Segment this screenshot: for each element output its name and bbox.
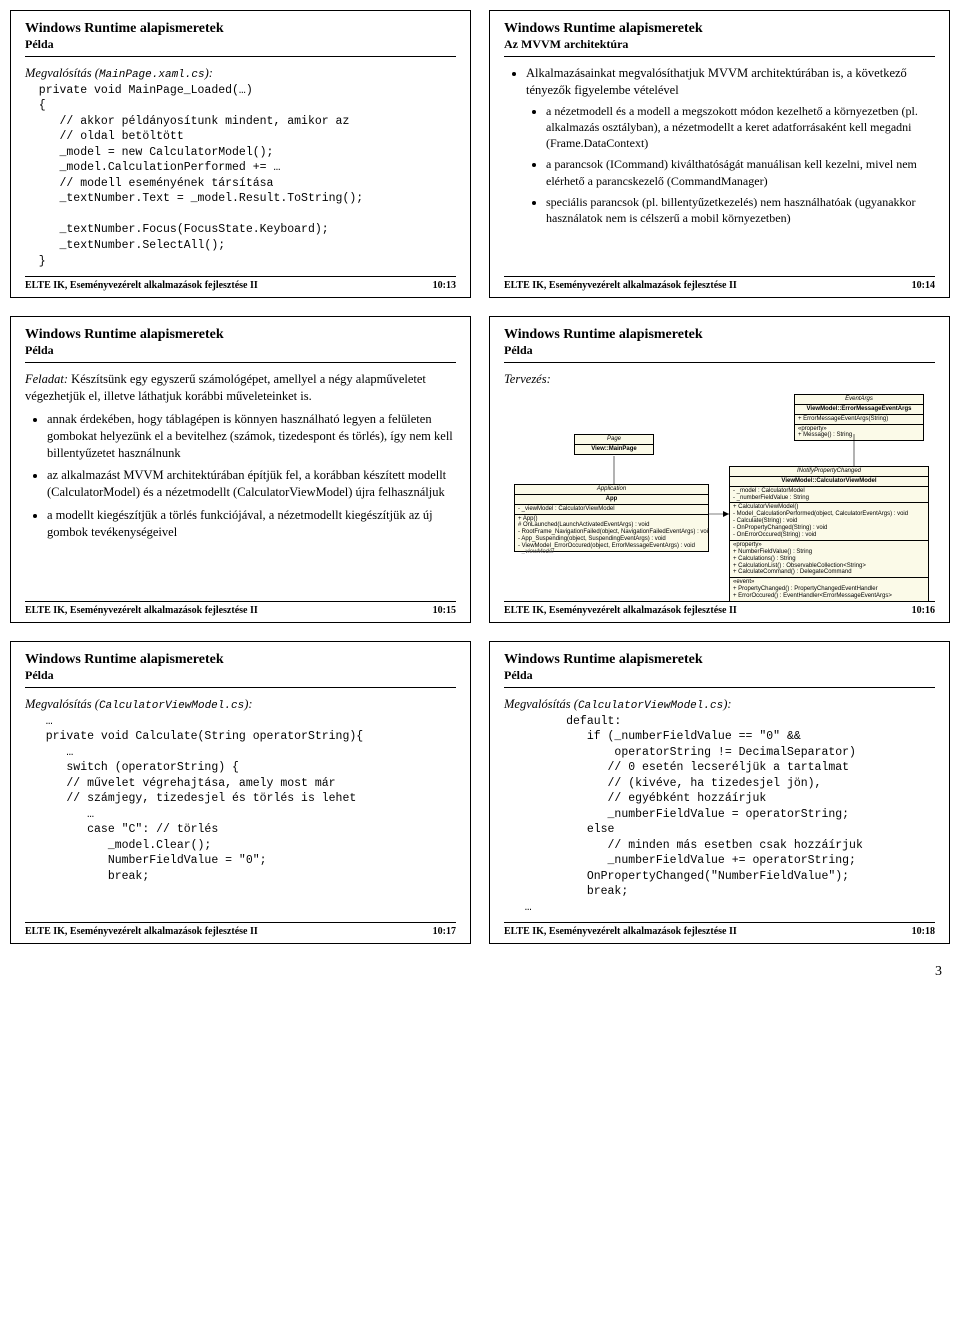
uml-vm-box: INotifyPropertyChanged ViewModel::Calcul… [729, 466, 929, 602]
slide-title: Windows Runtime alapismeretek [25, 327, 456, 343]
slide-10-17: Windows Runtime alapismeretek Példa Megv… [10, 641, 471, 945]
uml-app-box: Application App - _viewModel : Calculato… [514, 484, 709, 552]
uml-eventargs-box: EventArgs ViewModel::ErrorMessageEventAr… [794, 394, 924, 441]
bullet-item: Alkalmazásainkat megvalósíthatjuk MVVM a… [526, 65, 935, 226]
feladat-text: Feladat: Készítsünk egy egyszerű számoló… [25, 371, 456, 405]
slide-10-14: Windows Runtime alapismeretek Az MVVM ar… [489, 10, 950, 298]
slide-footer: ELTE IK, Eseményvezérelt alkalmazások fe… [504, 922, 935, 937]
slide-subtitle: Példa [504, 668, 935, 683]
code-block: private void MainPage_Loaded(…) { // akk… [25, 83, 456, 269]
footer-text: ELTE IK, Eseményvezérelt alkalmazások fe… [504, 605, 737, 616]
footer-text: ELTE IK, Eseményvezérelt alkalmazások fe… [25, 926, 258, 937]
code-block: … private void Calculate(String operator… [25, 714, 456, 885]
bullet-item: az alkalmazást MVVM architektúrában épít… [47, 467, 456, 501]
sub-bullet: a parancsok (ICommand) kiválthatóságát m… [546, 156, 935, 188]
slide-10-13: Windows Runtime alapismeretek Példa Megv… [10, 10, 471, 298]
sub-bullet-list: a nézetmodell és a modell a megszokott m… [526, 103, 935, 226]
tervezes-label: Tervezés: [504, 371, 935, 388]
footer-page: 10:14 [912, 280, 935, 291]
slide-title: Windows Runtime alapismeretek [25, 21, 456, 37]
slide-footer: ELTE IK, Eseményvezérelt alkalmazások fe… [25, 922, 456, 937]
slide-grid: Windows Runtime alapismeretek Példa Megv… [10, 10, 950, 944]
code-block: default: if (_numberFieldValue == "0" &&… [504, 714, 935, 916]
uml-page-box: Page View::MainPage [574, 434, 654, 455]
slide-footer: ELTE IK, Eseményvezérelt alkalmazások fe… [25, 276, 456, 291]
slide-footer: ELTE IK, Eseményvezérelt alkalmazások fe… [504, 601, 935, 616]
bullet-list: Alkalmazásainkat megvalósíthatjuk MVVM a… [504, 65, 935, 226]
slide-title: Windows Runtime alapismeretek [504, 21, 935, 37]
footer-text: ELTE IK, Eseményvezérelt alkalmazások fe… [504, 280, 737, 291]
slide-subtitle: Példa [504, 343, 935, 358]
code-header: Megvalósítás (MainPage.xaml.cs): [25, 65, 456, 83]
footer-text: ELTE IK, Eseményvezérelt alkalmazások fe… [25, 280, 258, 291]
sub-bullet: speciális parancsok (pl. billentyűzetkez… [546, 194, 935, 226]
sub-bullet: a nézetmodell és a modell a megszokott m… [546, 103, 935, 152]
slide-10-16: Windows Runtime alapismeretek Példa Terv… [489, 316, 950, 623]
slide-footer: ELTE IK, Eseményvezérelt alkalmazások fe… [25, 601, 456, 616]
footer-page: 10:15 [433, 605, 456, 616]
code-header: Megvalósítás (CalculatorViewModel.cs): [25, 696, 456, 714]
footer-page: 10:17 [433, 926, 456, 937]
slide-title: Windows Runtime alapismeretek [25, 652, 456, 668]
slide-title: Windows Runtime alapismeretek [504, 327, 935, 343]
footer-text: ELTE IK, Eseményvezérelt alkalmazások fe… [504, 926, 737, 937]
footer-page: 10:18 [912, 926, 935, 937]
slide-subtitle: Az MVVM architektúra [504, 37, 935, 52]
bullet-item: a modellt kiegészítjük a törlés funkciój… [47, 507, 456, 541]
footer-page: 10:16 [912, 605, 935, 616]
slide-subtitle: Példa [25, 668, 456, 683]
footer-text: ELTE IK, Eseményvezérelt alkalmazások fe… [25, 605, 258, 616]
uml-diagram: Page View::MainPage EventArgs ViewModel:… [504, 394, 935, 594]
code-header: Megvalósítás (CalculatorViewModel.cs): [504, 696, 935, 714]
slide-10-18: Windows Runtime alapismeretek Példa Megv… [489, 641, 950, 945]
slide-title: Windows Runtime alapismeretek [504, 652, 935, 668]
slide-subtitle: Példa [25, 37, 456, 52]
slide-subtitle: Példa [25, 343, 456, 358]
slide-footer: ELTE IK, Eseményvezérelt alkalmazások fe… [504, 276, 935, 291]
bullet-item: annak érdekében, hogy táblagépen is könn… [47, 411, 456, 462]
slide-10-15: Windows Runtime alapismeretek Példa Fela… [10, 316, 471, 623]
bullet-list: annak érdekében, hogy táblagépen is könn… [25, 411, 456, 541]
uml-rel-label: _viewModel [522, 549, 554, 555]
page-number: 3 [10, 944, 950, 980]
footer-page: 10:13 [433, 280, 456, 291]
